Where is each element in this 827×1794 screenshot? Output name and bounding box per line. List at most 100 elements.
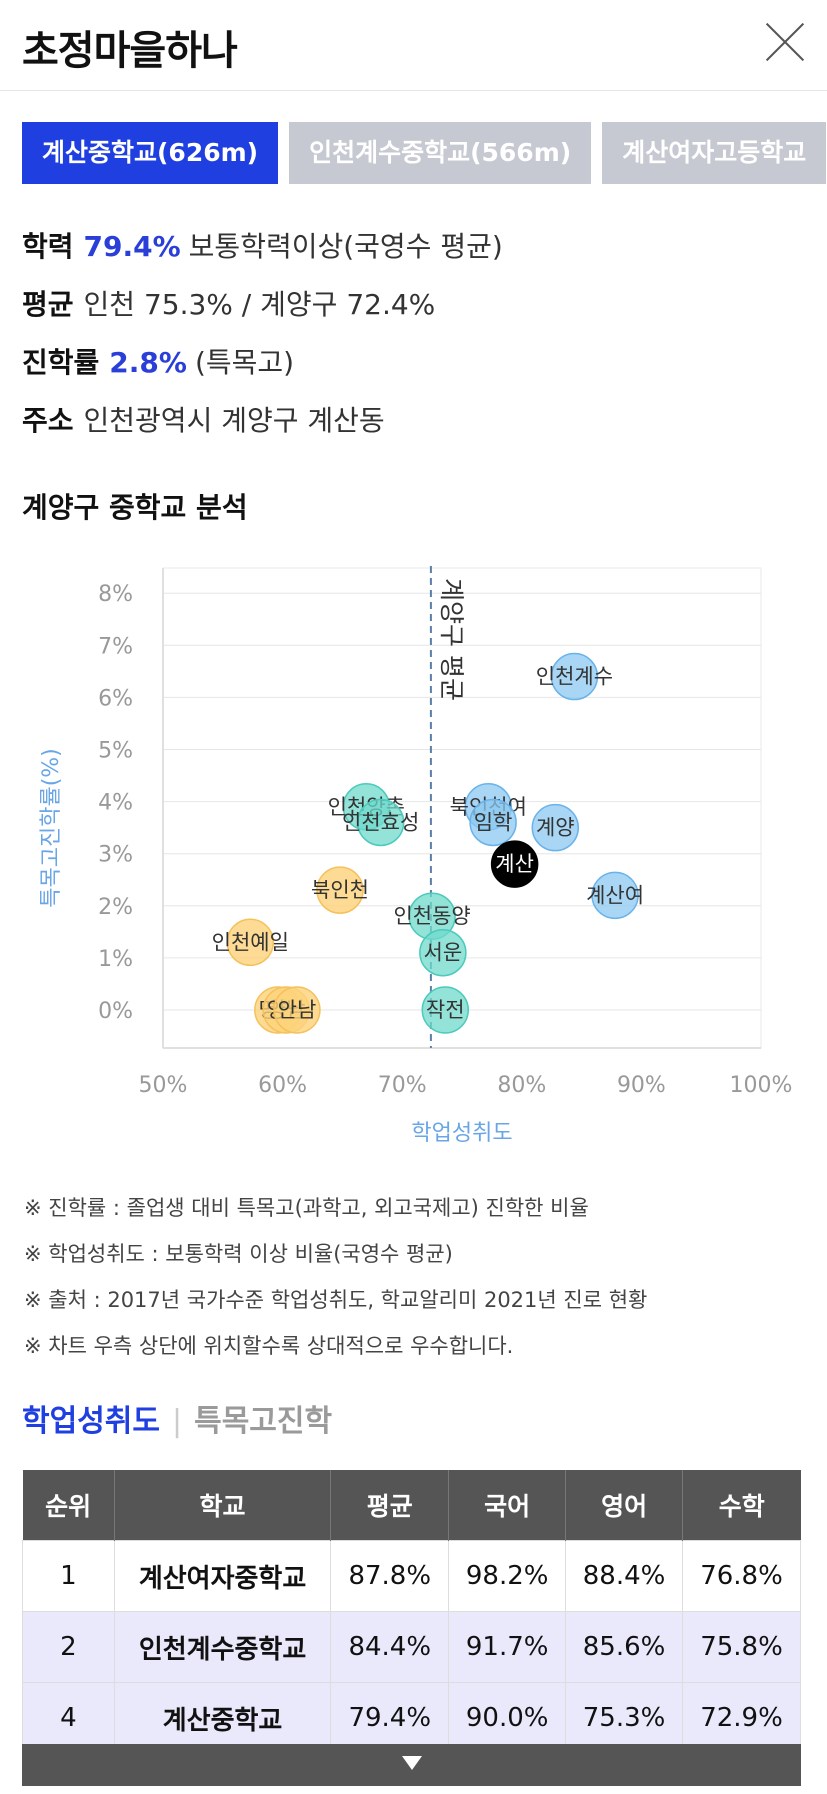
bubble (531, 803, 580, 852)
table-row[interactable]: 1 계산여자중학교 87.8% 98.2% 88.4% 76.8% (22, 1540, 801, 1612)
bubble-label: 인천예일 (212, 930, 289, 954)
info-address: 주소 인천광역시 계양구 계산동 (22, 396, 503, 454)
table-row[interactable]: 4 계산중학교 79.4% 90.0% 75.3% 72.9% (22, 1682, 801, 1754)
data-point: 작전 (421, 986, 470, 1034)
bubble (316, 866, 364, 914)
cell-kor: 91.7% (448, 1611, 567, 1683)
cell-school: 계산여자중학교 (113, 1540, 332, 1612)
data-point: 북인천 (311, 866, 369, 914)
data-point: 안남 (273, 986, 321, 1034)
cell-math: 76.8% (682, 1540, 801, 1612)
ranking-table: 순위 학교 평균 국어 영어 수학 1 계산여자중학교 87.8% 98.2% … (22, 1470, 801, 1754)
note: ※ 출처 : 2017년 국가수준 학업성취도, 학교알리미 2021년 진로 … (24, 1288, 648, 1312)
bubble-label: 서운 (424, 941, 463, 965)
tab-school-2[interactable]: 인천계수중학교(566m) (289, 122, 592, 184)
bubble-label: 계산여 (586, 883, 644, 907)
table-header: 순위 학교 평균 국어 영어 수학 (22, 1470, 801, 1541)
col-kor: 국어 (448, 1470, 567, 1541)
tab-advance[interactable]: 특목고진학 (194, 1404, 333, 1439)
y-axis-title: 특목고진학률(%) (39, 748, 64, 908)
bubble-label: 작전 (426, 998, 465, 1022)
data-point: 계양 (531, 803, 580, 852)
bubble-label: 계산 (495, 852, 534, 876)
notes: ※ 진학률 : 졸업생 대비 특목고(과학고, 외고국제고) 진학한 비율 ※ … (24, 1185, 647, 1369)
cell-math: 75.8% (682, 1611, 801, 1683)
cell-school: 계산중학교 (113, 1682, 332, 1754)
info-desc: (특목고) (194, 346, 295, 379)
bubble (421, 986, 470, 1034)
data-point: 서운 (419, 928, 467, 977)
x-tick-label: 80% (497, 1073, 546, 1098)
data-point: 계산여 (586, 871, 644, 920)
plot-area (162, 567, 762, 1049)
col-math: 수학 (682, 1470, 801, 1541)
y-tick-label: 3% (98, 843, 133, 868)
cell-avg: 79.4% (330, 1682, 450, 1754)
cell-school: 인천계수중학교 (113, 1611, 332, 1683)
bubble-label: 인천동양 (393, 904, 470, 928)
tab-school-3[interactable]: 계산여자고등학교 (602, 122, 827, 184)
info-achievement: 학력 79.4% 보통학력이상(국영수 평균) (22, 222, 503, 280)
bubble (226, 918, 275, 967)
x-tick-label: 50% (139, 1073, 188, 1098)
data-point: 인천계수 (536, 652, 613, 701)
bubble (469, 798, 517, 847)
tab-achievement[interactable]: 학업성취도 (22, 1404, 160, 1439)
cell-avg: 84.4% (330, 1611, 450, 1683)
school-tabs: 계산중학교(626m) 인천계수중학교(566m) 계산여자고등학교 (22, 122, 827, 186)
y-tick-label: 7% (98, 634, 133, 659)
info-desc: 인천 75.3% / 계양구 72.4% (83, 288, 436, 321)
data-point: 인천효성 (342, 798, 419, 847)
bubble (273, 986, 321, 1034)
col-eng: 영어 (565, 1470, 684, 1541)
table-row[interactable]: 2 인천계수중학교 84.4% 91.7% 85.6% 75.8% (22, 1611, 801, 1683)
info-desc: 보통학력이상(국영수 평균) (188, 230, 503, 263)
y-tick-label: 6% (98, 686, 133, 711)
cell-rank: 4 (22, 1682, 115, 1754)
data-point: 임학 (469, 798, 517, 847)
col-rank: 순위 (22, 1470, 115, 1541)
expand-table-button[interactable] (22, 1744, 801, 1786)
info-key: 진학률 (22, 346, 100, 379)
col-school: 학교 (114, 1470, 332, 1541)
y-tick-label: 1% (98, 947, 133, 972)
col-avg: 평균 (330, 1470, 450, 1541)
y-tick-label: 0% (98, 999, 133, 1024)
info-key: 평균 (22, 288, 74, 321)
chevron-down-icon (401, 1756, 422, 1770)
info-key: 주소 (22, 404, 74, 437)
info-key: 학력 (22, 230, 74, 263)
data-point: 계산 (490, 840, 539, 888)
note: ※ 차트 우측 상단에 위치할수록 상대적으로 우수합니다. (24, 1334, 514, 1358)
note: ※ 진학률 : 졸업생 대비 특목고(과학고, 외고국제고) 진학한 비율 (24, 1196, 589, 1220)
bubble-label: 북인천 (311, 878, 369, 902)
x-tick-label: 100% (730, 1073, 793, 1098)
x-tick-label: 90% (617, 1073, 666, 1098)
y-tick-label: 4% (98, 791, 133, 816)
info-value: 79.4% (83, 230, 181, 263)
info-advance: 진학률 2.8% (특목고) (22, 338, 503, 396)
cell-avg: 87.8% (330, 1540, 450, 1612)
header: 초정마을하나 (0, 0, 827, 91)
data-point: 인천예일 (212, 918, 289, 967)
y-tick-label: 2% (98, 895, 133, 920)
y-tick-label: 8% (98, 582, 133, 607)
x-tick-label: 70% (378, 1073, 427, 1098)
cell-math: 72.9% (682, 1682, 801, 1754)
info-value: 2.8% (109, 346, 187, 379)
average-line-label: 계양구 평균 (437, 578, 466, 701)
cell-eng: 75.3% (565, 1682, 684, 1754)
close-icon[interactable] (763, 20, 807, 64)
cell-kor: 98.2% (448, 1540, 567, 1612)
section-title: 계양구 중학교 분석 (22, 491, 248, 524)
note: ※ 학업성취도 : 보통학력 이상 비율(국영수 평균) (24, 1242, 453, 1266)
bubble (591, 871, 639, 920)
tab-school-1[interactable]: 계산중학교(626m) (22, 122, 279, 184)
x-tick-label: 60% (258, 1073, 307, 1098)
cell-rank: 1 (22, 1540, 115, 1612)
scatter-chart: 0% 1% 2% 3% 4% 5% 6% 7% 8% 50% 60% 70% 80% 90% 100% 학업성… (39, 566, 793, 1146)
cell-kor: 90.0% (448, 1682, 567, 1754)
bubble-label: 인천효성 (342, 810, 419, 834)
data-point: 인천동양 (393, 892, 471, 940)
bubble (550, 652, 599, 701)
